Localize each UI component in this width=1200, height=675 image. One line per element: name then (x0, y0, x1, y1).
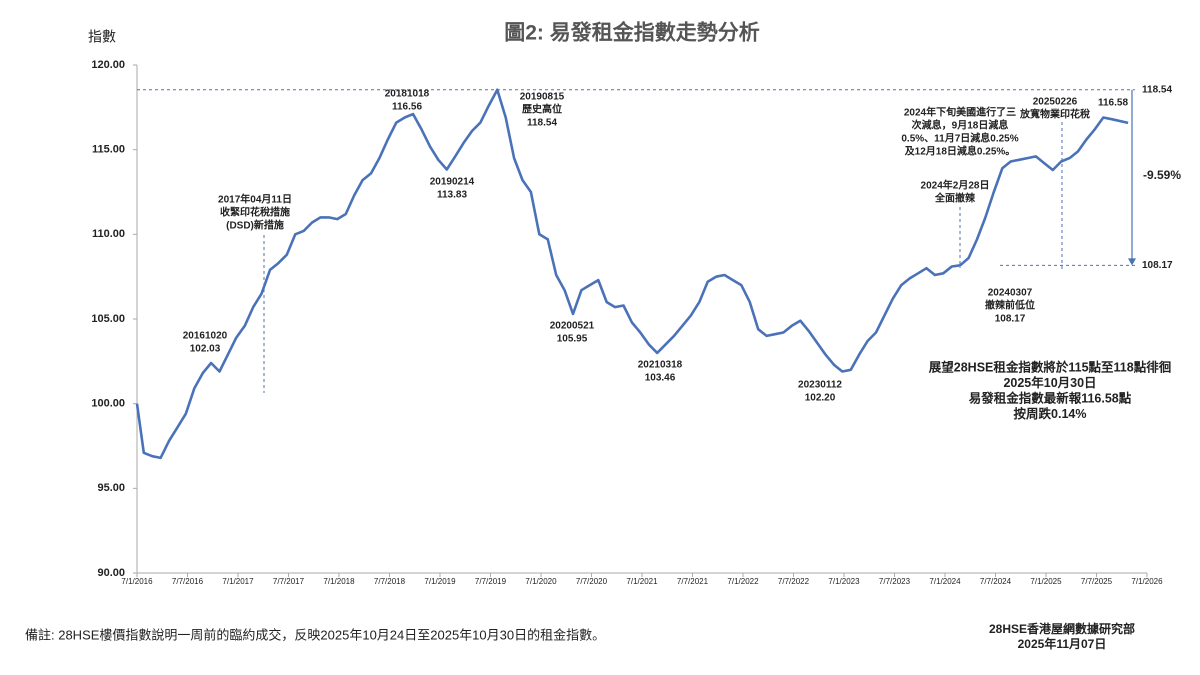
annotation: 20181018 (385, 89, 430, 100)
y-tick-label: 105.00 (91, 313, 125, 325)
annotation: 20240307 (988, 288, 1033, 299)
index-line (135, 88, 1129, 460)
annotation: 102.03 (190, 344, 221, 355)
annotation: 撤辣前低位 (985, 299, 1035, 312)
x-tick-label: 7/1/2025 (1030, 577, 1062, 586)
x-tick-label: 7/1/2022 (727, 577, 759, 586)
annotation: 20190214 (430, 177, 475, 188)
x-tick-label: 7/7/2017 (273, 577, 305, 586)
x-tick-label: 7/7/2016 (172, 577, 204, 586)
annotation: 113.83 (437, 190, 467, 201)
annotation: 2017年04月11日 (218, 193, 292, 206)
x-tick-label: 7/7/2021 (677, 577, 709, 586)
x-tick-label: 7/1/2026 (1131, 577, 1163, 586)
annotation: 20230112 (798, 380, 842, 391)
annotation: 20200521 (550, 321, 595, 332)
annotation: 103.46 (645, 373, 676, 384)
x-tick-label: 7/7/2018 (374, 577, 406, 586)
annotation: 收緊印花稅措施 (220, 206, 290, 219)
annotation: 20190815 (520, 92, 565, 103)
x-tick-label: 7/1/2024 (929, 577, 961, 586)
source-date: 2025年11月07日 (1018, 636, 1107, 651)
source: 28HSE香港屋網數據研究部 (989, 621, 1135, 636)
annotation: 108.17 (995, 314, 1026, 325)
x-tick-label: 7/1/2020 (525, 577, 557, 586)
change-label: -9.59% (1143, 168, 1181, 182)
x-tick-label: 7/1/2021 (626, 577, 658, 586)
y-tick-label: 110.00 (92, 228, 125, 240)
x-tick-label: 7/7/2020 (576, 577, 608, 586)
annotation: 118.54 (527, 118, 557, 129)
annotation: 116.56 (392, 102, 422, 113)
outlook: 按周跌0.14% (1014, 406, 1087, 421)
x-tick-label: 7/7/2024 (980, 577, 1012, 586)
annotation: 116.58 (1098, 98, 1128, 109)
y-tick-label: 115.00 (92, 144, 125, 156)
arrow-head (1128, 258, 1136, 266)
annotation: 歷史高位 (522, 103, 562, 116)
annotation: 放寬物業印花稅 (1019, 108, 1090, 121)
y-axis-label: 指數 (88, 29, 116, 45)
y-tick-label: 120.00 (91, 59, 125, 71)
annotation: 2024年2月28日 (921, 179, 990, 192)
reference-label: 108.17 (1142, 260, 1173, 271)
x-tick-label: 7/1/2023 (828, 577, 860, 586)
reference-label: 118.54 (1142, 84, 1172, 95)
x-tick-label: 7/7/2025 (1081, 577, 1113, 586)
x-tick-label: 7/7/2022 (778, 577, 810, 586)
x-tick-label: 7/1/2019 (424, 577, 456, 586)
annotation: 20250226 (1033, 97, 1078, 108)
outlook: 2025年10月30日 (1003, 375, 1096, 390)
y-tick-label: 100.00 (91, 398, 125, 410)
annotation: 0.5%、11月7日減息0.25% (901, 132, 1018, 145)
annotation: 次減息，9月18日減息 (912, 119, 1009, 132)
annotation: 及12月18日減息0.25%。 (905, 145, 1016, 158)
y-tick-label: 95.00 (97, 482, 125, 494)
x-tick-label: 7/1/2018 (323, 577, 355, 586)
y-tick-label: 90.00 (97, 567, 125, 579)
annotation: 全面撤辣 (934, 192, 976, 205)
x-tick-label: 7/7/2023 (879, 577, 911, 586)
x-tick-label: 7/7/2019 (475, 577, 507, 586)
footnote: 備註: 28HSE樓價指數說明一周前的臨約成交，反映2025年10月24日至20… (25, 627, 605, 642)
annotation: (DSD)新措施 (226, 219, 284, 232)
annotation: 20210318 (638, 360, 683, 371)
annotation: 105.95 (557, 334, 588, 345)
annotation: 2024年下旬美國進行了三 (904, 106, 1016, 119)
x-tick-label: 7/1/2017 (222, 577, 254, 586)
chart-title: 圖2: 易發租金指數走勢分析 (504, 21, 760, 45)
annotation: 102.20 (805, 393, 836, 404)
annotation: 20161020 (183, 331, 228, 342)
outlook: 展望28HSE租金指數將於115點至118點徘徊 (929, 359, 1171, 374)
outlook: 易發租金指數最新報116.58點 (969, 390, 1132, 405)
x-tick-label: 7/1/2016 (121, 577, 153, 586)
